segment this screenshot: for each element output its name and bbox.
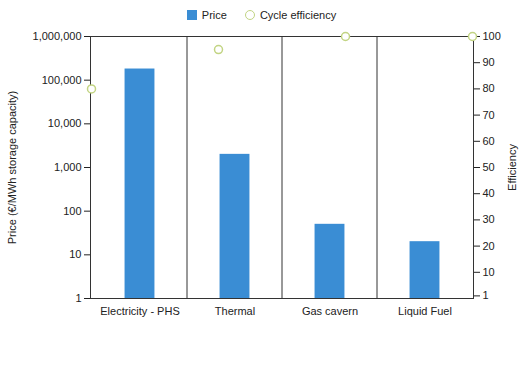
svg-text:10,000: 10,000	[48, 117, 82, 129]
svg-text:100: 100	[483, 30, 501, 42]
svg-text:1: 1	[75, 292, 81, 304]
svg-text:Price (€/MWh storage capacity): Price (€/MWh storage capacity)	[6, 91, 18, 244]
svg-text:50: 50	[483, 161, 495, 173]
svg-text:Electricity - PHS: Electricity - PHS	[100, 305, 179, 317]
svg-text:80: 80	[483, 82, 495, 94]
svg-text:1: 1	[483, 289, 489, 301]
svg-text:Gas cavern: Gas cavern	[302, 305, 358, 317]
svg-text:70: 70	[483, 109, 495, 121]
svg-text:30: 30	[483, 213, 495, 225]
html-text:Cycle efficiency: Cycle efficiency	[259, 9, 337, 21]
html-text:Price: Price	[201, 9, 227, 21]
svg-text:100: 100	[63, 205, 81, 217]
svg-text:40: 40	[483, 187, 495, 199]
svg-text:10: 10	[69, 248, 81, 260]
svg-text:20: 20	[483, 240, 495, 252]
svg-text:Liquid Fuel: Liquid Fuel	[398, 305, 452, 317]
svg-text:60: 60	[483, 135, 495, 147]
svg-text:10: 10	[483, 266, 495, 278]
svg-text:100,000: 100,000	[42, 74, 82, 86]
svg-text:1,000,000: 1,000,000	[33, 30, 82, 42]
svg-text:1,000: 1,000	[54, 161, 82, 173]
svg-text:90: 90	[483, 56, 495, 68]
svg-text:Efficiency: Efficiency	[506, 144, 518, 191]
svg-text:Thermal: Thermal	[215, 305, 255, 317]
